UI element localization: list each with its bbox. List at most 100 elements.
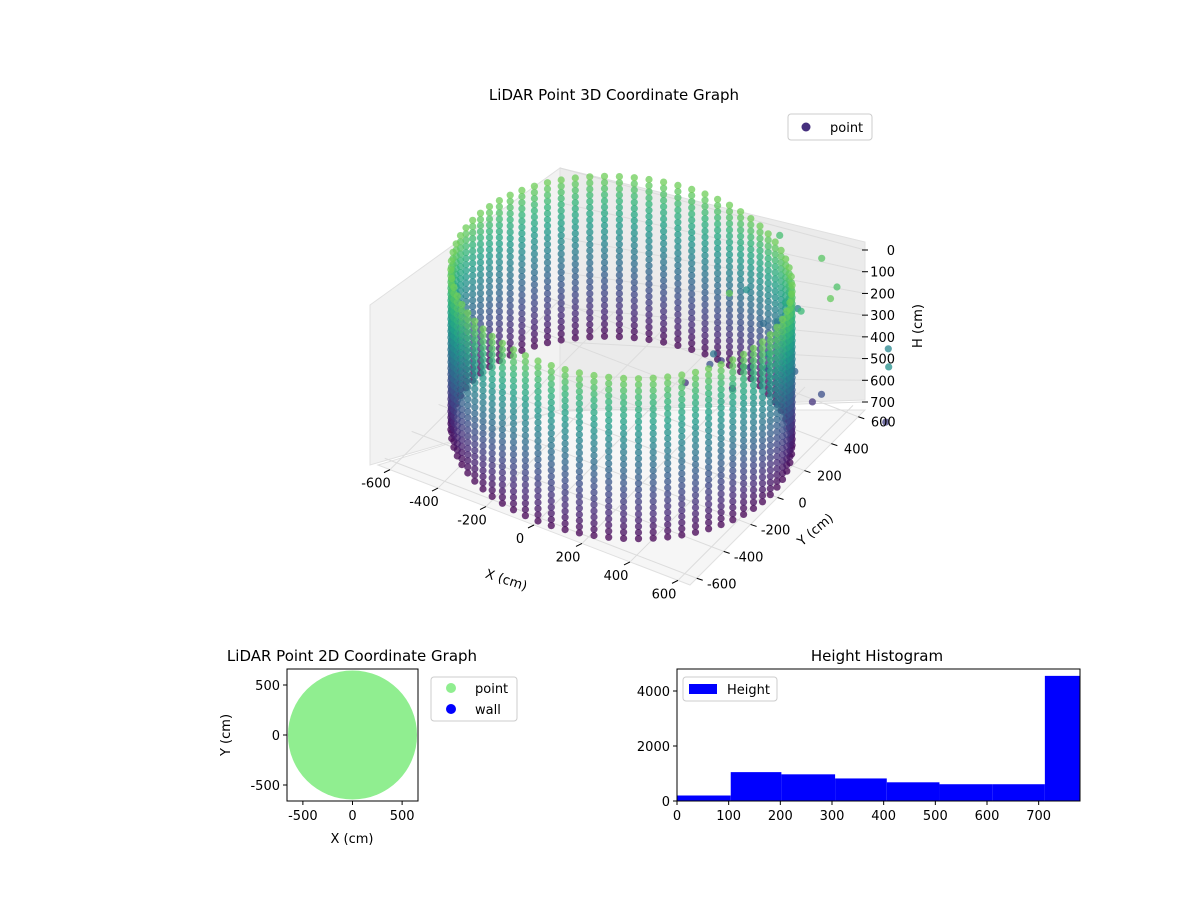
- point-3d: [729, 467, 737, 475]
- point-3d: [747, 276, 755, 284]
- point-3d: [530, 188, 539, 196]
- point-3d: [664, 527, 672, 535]
- point-3d: [737, 275, 745, 283]
- point-3d: [691, 510, 700, 518]
- point-3d: [773, 342, 781, 350]
- point-3d: [530, 256, 539, 264]
- point-3d: [833, 283, 841, 291]
- point-3d: [557, 194, 565, 203]
- axis-x-label-2d: X (cm): [331, 832, 374, 847]
- point-3d: [575, 455, 584, 463]
- x-tick-label-3d: 600: [652, 587, 677, 602]
- point-3d: [764, 254, 772, 263]
- point-3d: [756, 240, 764, 249]
- point-3d: [737, 288, 745, 296]
- point-3d: [740, 363, 748, 371]
- point-3d: [766, 380, 774, 388]
- point-3d: [476, 277, 485, 285]
- point-3d: [586, 210, 594, 218]
- point-3d: [509, 389, 518, 397]
- point-3d: [771, 287, 779, 295]
- point-3d: [543, 203, 552, 211]
- point-3d: [630, 327, 638, 336]
- point-3d: [649, 491, 657, 499]
- point-3d: [498, 352, 506, 360]
- point-3d: [506, 327, 514, 335]
- point-3d: [756, 277, 764, 285]
- point-3d: [729, 411, 737, 419]
- point-3d: [688, 296, 696, 304]
- point-3d: [469, 241, 477, 249]
- point-3d: [464, 457, 472, 465]
- point-3d: [660, 246, 668, 254]
- point-3d: [518, 217, 526, 225]
- point-3d: [645, 249, 653, 257]
- point-3d: [615, 216, 624, 224]
- grid-z-line: [559, 271, 866, 316]
- point-3d: [678, 506, 686, 514]
- point-3d: [778, 328, 787, 336]
- point-3d: [729, 479, 737, 487]
- point-3d: [701, 301, 709, 309]
- point-3d: [521, 456, 530, 464]
- point-3d: [571, 248, 579, 256]
- point-3d: [518, 199, 526, 207]
- point-3d: [688, 259, 696, 267]
- point-3d: [645, 335, 653, 344]
- point-3d: [725, 289, 734, 297]
- point-3d: [458, 436, 466, 444]
- point-3d: [756, 296, 764, 304]
- point-3d: [605, 453, 613, 461]
- point-3d: [674, 200, 682, 208]
- point-3d: [471, 477, 479, 485]
- point-3d: [547, 479, 555, 487]
- point-3d: [688, 185, 696, 193]
- point-3d: [756, 302, 764, 310]
- point-3d: [786, 299, 794, 307]
- point-3d: [773, 446, 781, 454]
- point-3d: [771, 269, 779, 277]
- point-3d: [462, 230, 470, 238]
- point-3d: [674, 206, 682, 214]
- point-3d: [518, 272, 526, 281]
- point-3d: [717, 391, 725, 399]
- point-3d: [462, 279, 470, 287]
- point-3d: [773, 452, 781, 461]
- point-3d: [737, 214, 745, 222]
- point-3d: [649, 534, 657, 542]
- point-3d: [737, 300, 745, 308]
- point-3d: [664, 478, 672, 486]
- point-3d: [561, 446, 569, 454]
- point-3d: [458, 313, 466, 321]
- point-3d: [530, 225, 539, 233]
- point-3d: [709, 350, 718, 358]
- point-3d: [630, 321, 638, 329]
- point-3d: [561, 476, 569, 484]
- point-3d: [674, 218, 682, 226]
- y-tick-label-3d: -200: [761, 523, 791, 538]
- point-3d: [758, 424, 767, 432]
- point-3d: [660, 178, 668, 186]
- point-3d: [509, 383, 518, 391]
- point-3d: [620, 504, 628, 512]
- point-3d: [485, 307, 494, 315]
- point-3d: [766, 343, 774, 351]
- point-3d: [557, 274, 565, 283]
- point-3d: [688, 204, 696, 212]
- point-3d: [634, 430, 643, 438]
- ticks-3d: -600-400-2000200400600-600-400-200020040…: [361, 244, 895, 602]
- point-3d: [471, 434, 479, 442]
- point-3d: [509, 450, 518, 458]
- point-3d: [521, 389, 530, 397]
- point-3d: [749, 424, 758, 432]
- point-3d: [701, 190, 709, 198]
- point-3d: [534, 455, 542, 463]
- point-3d: [620, 380, 628, 389]
- point-3d: [605, 392, 613, 400]
- point-3d: [575, 529, 584, 537]
- point-3d: [691, 467, 700, 475]
- point-3d: [771, 312, 779, 320]
- point-3d: [530, 330, 539, 338]
- point-3d: [773, 372, 781, 381]
- point-3d: [586, 271, 594, 279]
